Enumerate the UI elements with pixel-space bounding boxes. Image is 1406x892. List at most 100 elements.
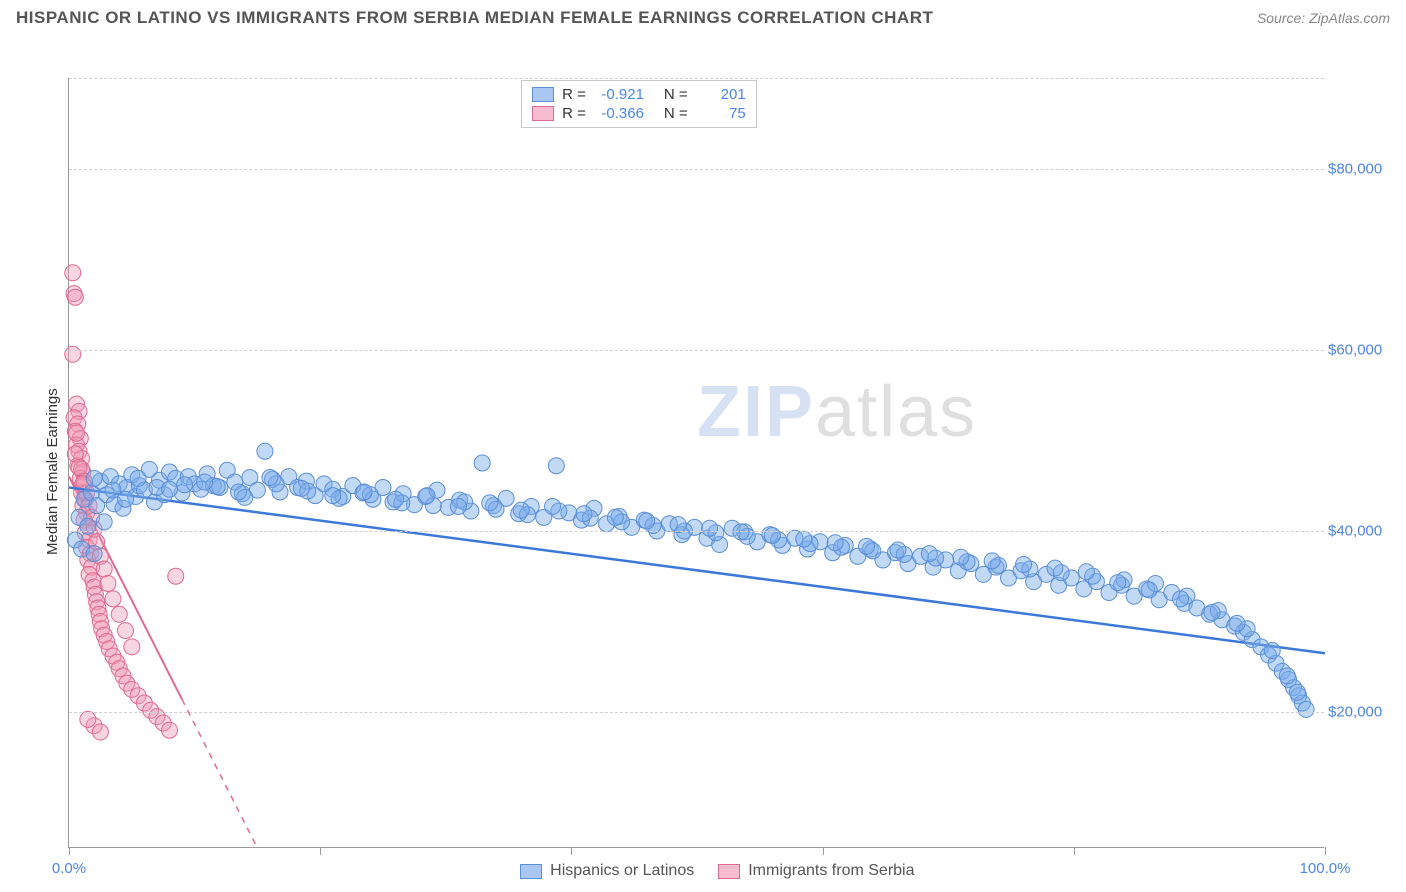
- data-point: [984, 553, 1000, 569]
- data-point: [325, 488, 341, 504]
- legend-swatch: [532, 106, 554, 121]
- trend-line-dashed: [182, 699, 257, 848]
- data-point: [105, 591, 121, 607]
- xtick: [1074, 847, 1075, 855]
- data-point: [1016, 556, 1032, 572]
- data-point: [1229, 615, 1245, 631]
- gridline: [69, 169, 1324, 170]
- data-point: [118, 623, 134, 639]
- r-label: R =: [562, 105, 586, 122]
- data-point: [764, 527, 780, 543]
- data-point: [293, 480, 309, 496]
- r-value: -0.921: [594, 86, 644, 103]
- data-point: [177, 477, 193, 493]
- data-point: [545, 498, 561, 514]
- data-point: [86, 470, 102, 486]
- gridline: [69, 712, 1324, 713]
- data-point: [67, 289, 83, 305]
- data-point: [953, 549, 969, 565]
- data-point: [124, 639, 140, 655]
- data-point: [482, 495, 498, 511]
- source-label: Source: ZipAtlas.com: [1257, 10, 1390, 26]
- legend-swatch: [520, 864, 542, 879]
- chart-header: HISPANIC OR LATINO VS IMMIGRANTS FROM SE…: [0, 0, 1406, 32]
- r-value: -0.366: [594, 105, 644, 122]
- xtick: [571, 847, 572, 855]
- xtick-label: 0.0%: [52, 860, 86, 877]
- data-point: [262, 469, 278, 485]
- data-point: [1110, 575, 1126, 591]
- data-point: [161, 722, 177, 738]
- ytick-label: $40,000: [1328, 522, 1398, 539]
- data-point: [450, 498, 466, 514]
- data-point: [356, 484, 372, 500]
- n-value: 75: [696, 105, 746, 122]
- data-point: [796, 531, 812, 547]
- plot-svg: [69, 78, 1325, 848]
- data-point: [161, 481, 177, 497]
- xtick: [1325, 847, 1326, 855]
- data-point: [639, 513, 655, 529]
- trend-line: [69, 487, 1325, 653]
- data-point: [130, 470, 146, 486]
- legend-swatch: [718, 864, 740, 879]
- xtick: [823, 847, 824, 855]
- data-point: [1047, 560, 1063, 576]
- legend-swatch: [532, 87, 554, 102]
- legend-series-item: Immigrants from Serbia: [718, 862, 914, 880]
- gridline: [69, 350, 1324, 351]
- data-point: [1264, 643, 1280, 659]
- data-point: [607, 509, 623, 525]
- data-point: [1204, 604, 1220, 620]
- data-point: [827, 535, 843, 551]
- data-point: [1078, 564, 1094, 580]
- xtick: [320, 847, 321, 855]
- xtick-label: 100.0%: [1300, 860, 1351, 877]
- data-point: [96, 514, 112, 530]
- legend-series-item: Hispanics or Latinos: [520, 862, 694, 880]
- data-point: [96, 561, 112, 577]
- ytick-label: $20,000: [1328, 704, 1398, 721]
- data-point: [548, 458, 564, 474]
- legend-series-label: Immigrants from Serbia: [748, 862, 914, 880]
- data-point: [65, 265, 81, 281]
- r-label: R =: [562, 86, 586, 103]
- data-point: [388, 491, 404, 507]
- data-point: [1173, 591, 1189, 607]
- ytick-label: $80,000: [1328, 160, 1398, 177]
- data-point: [80, 711, 96, 727]
- legend-series-label: Hispanics or Latinos: [550, 862, 694, 880]
- data-point: [168, 568, 184, 584]
- gridline: [69, 531, 1324, 532]
- data-point: [111, 606, 127, 622]
- legend-series: Hispanics or Latinos Immigrants from Serb…: [520, 862, 914, 880]
- gridline: [69, 78, 1324, 79]
- data-point: [65, 346, 81, 362]
- data-point: [1289, 684, 1305, 700]
- data-point: [1279, 668, 1295, 684]
- chart-title: HISPANIC OR LATINO VS IMMIGRANTS FROM SE…: [16, 8, 933, 28]
- data-point: [100, 575, 116, 591]
- data-point: [69, 425, 85, 441]
- data-point: [92, 724, 108, 740]
- n-label: N =: [664, 86, 688, 103]
- data-point: [576, 506, 592, 522]
- data-point: [105, 482, 121, 498]
- data-point: [80, 518, 96, 534]
- data-point: [859, 538, 875, 554]
- data-point: [197, 474, 213, 490]
- data-point: [474, 455, 490, 471]
- legend-correlation-row: R = -0.921 N = 201: [532, 85, 746, 104]
- legend-correlation-row: R =-0.366N =75: [532, 104, 746, 123]
- data-point: [513, 502, 529, 518]
- data-point: [257, 443, 273, 459]
- ytick-label: $60,000: [1328, 341, 1398, 358]
- xtick: [69, 847, 70, 855]
- data-point: [921, 546, 937, 562]
- n-value: 201: [696, 86, 746, 103]
- data-point: [702, 520, 718, 536]
- data-point: [1141, 582, 1157, 598]
- legend-correlation: R = -0.921 N = 201R = -0.366 N = 75: [521, 80, 757, 128]
- data-point: [419, 488, 435, 504]
- data-point: [890, 542, 906, 558]
